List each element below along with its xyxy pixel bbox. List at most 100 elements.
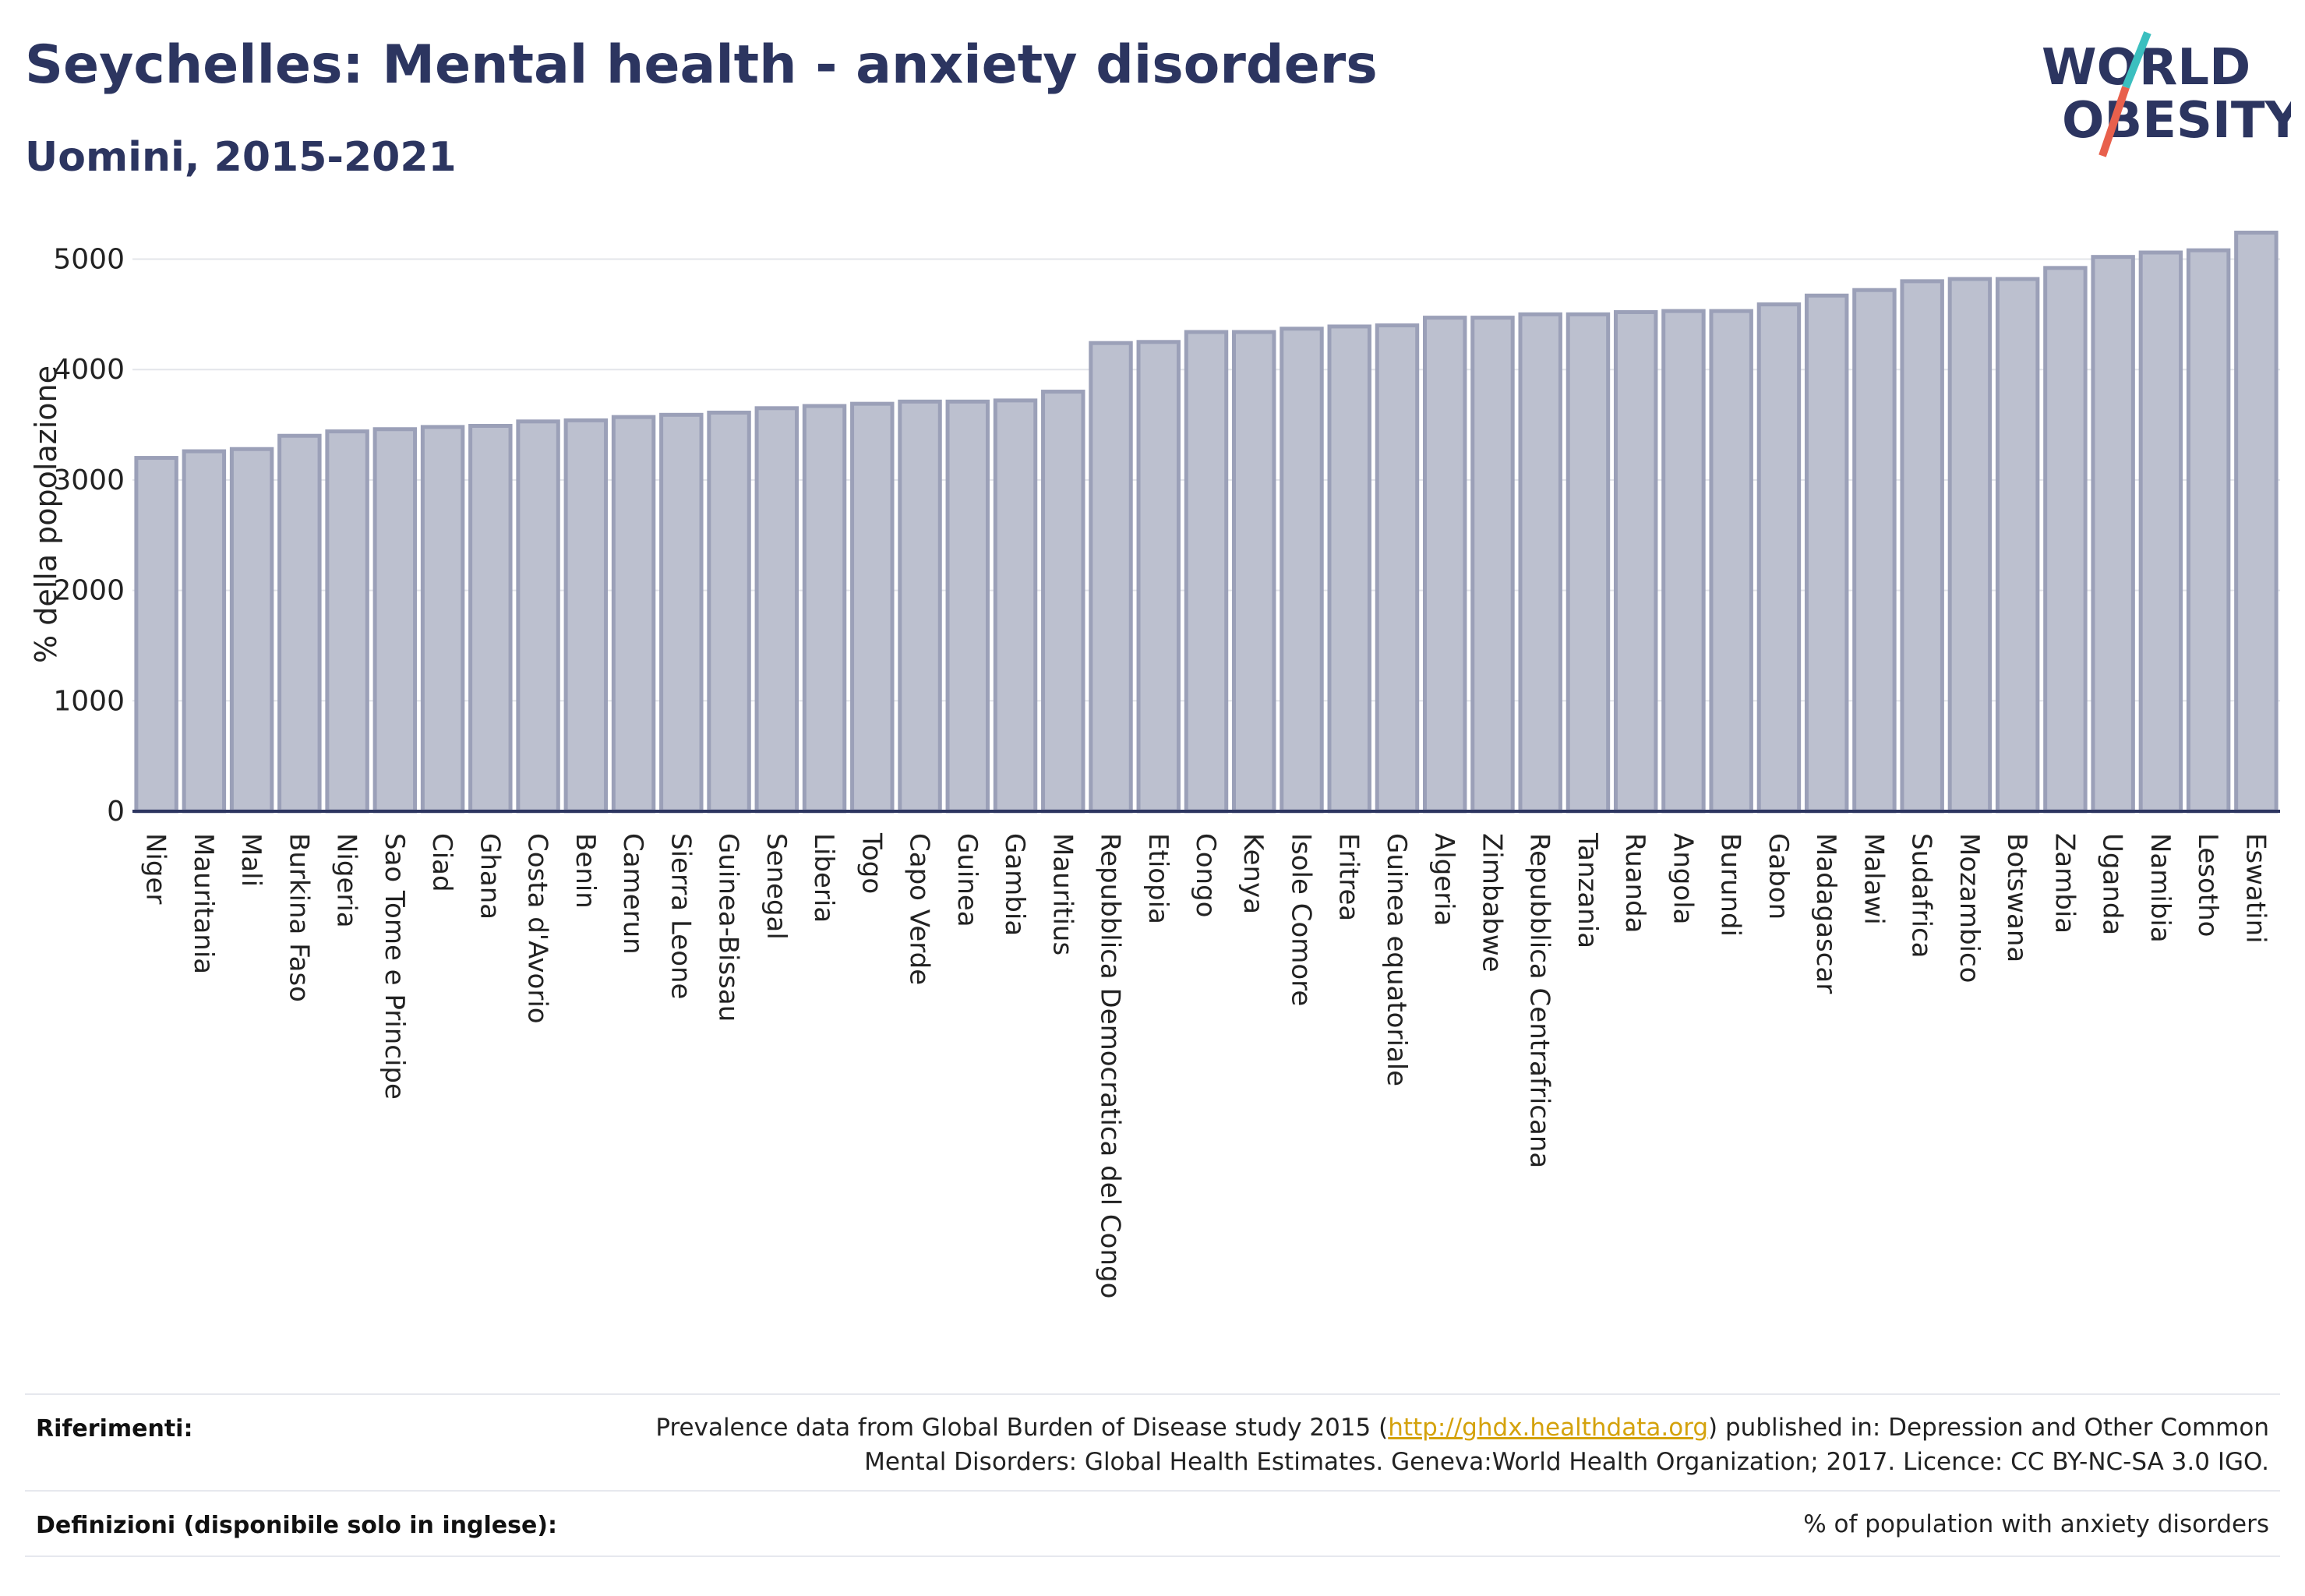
references-label: Riferimenti: <box>36 1415 193 1442</box>
x-tick-label: Camerun <box>617 833 648 955</box>
bar <box>1900 279 1944 814</box>
bar <box>2091 255 2135 814</box>
x-tick-label: Zimbabwe <box>1476 833 1507 973</box>
x-tick-label: Costa d'Avorio <box>522 833 553 1024</box>
y-tick-label: 2000 <box>53 575 125 607</box>
bar <box>945 399 990 814</box>
bar <box>516 419 560 814</box>
bar <box>1518 312 1562 814</box>
bar <box>468 423 513 814</box>
logo-slash-red <box>2099 86 2130 157</box>
x-tick-label: Zambia <box>2049 833 2080 934</box>
bar <box>1089 341 1133 814</box>
x-tick-label: Liberia <box>808 833 839 923</box>
bar <box>372 427 418 814</box>
x-tick-label: Ghana <box>474 833 505 920</box>
bar <box>1327 324 1371 814</box>
bar <box>898 399 942 814</box>
x-tick-label: Gabon <box>1763 833 1794 920</box>
bar <box>134 456 178 814</box>
y-tick-label: 4000 <box>53 354 125 386</box>
x-tick-label: Nigeria <box>331 833 362 928</box>
y-tick-label: 3000 <box>53 464 125 496</box>
x-tick-label: Ruanda <box>1619 833 1650 933</box>
x-tick-label: Sierra Leone <box>665 833 696 999</box>
x-tick-label: Etiopia <box>1142 833 1174 924</box>
bar <box>802 404 847 814</box>
bar-chart: 0 1000 2000 3000 4000 5000 Niger Mauritania Mal… <box>29 231 2280 1298</box>
x-tick-label: Togo <box>856 832 887 894</box>
bar <box>1852 288 1897 814</box>
logo-slash-teal <box>2122 31 2151 89</box>
logo-line2: OBESITY <box>2062 92 2291 150</box>
x-tick-label: Mauritania <box>188 833 219 974</box>
x-tick-label: Eswatini <box>2240 833 2271 944</box>
bar <box>229 447 274 814</box>
references-text-post: ) published in: Depression and Other Com… <box>1708 1414 2269 1442</box>
bar <box>1136 340 1181 814</box>
x-tick-label: Lesotho <box>2192 833 2223 937</box>
bar <box>1232 330 1276 814</box>
bar <box>659 412 704 814</box>
x-tick-label: Mali <box>235 833 267 887</box>
bar <box>993 398 1038 814</box>
x-tick-label: Guinea-Bissau <box>713 833 744 1022</box>
x-tick-label: Capo Verde <box>904 833 935 985</box>
y-tick-label: 5000 <box>53 244 125 276</box>
x-tick-label: Repubblica Centrafricana <box>1524 833 1555 1168</box>
footer-divider-top <box>25 1393 2280 1395</box>
bar <box>1422 316 1467 814</box>
bar <box>707 410 751 814</box>
y-tick-label: 0 <box>107 796 125 828</box>
bar <box>2138 250 2183 814</box>
x-tick-label: Guinea <box>951 833 983 927</box>
x-tick-label: Benin <box>570 833 601 909</box>
x-tick-label: Sudafrica <box>1906 833 1937 958</box>
x-tick-label: Niger <box>140 833 171 904</box>
bar <box>2043 266 2088 814</box>
bars <box>134 231 2279 814</box>
bar <box>2234 231 2279 814</box>
bar <box>2186 248 2231 814</box>
bar <box>611 415 656 814</box>
bar <box>754 406 800 814</box>
footer-divider-bottom <box>25 1555 2280 1557</box>
y-tick-label: 1000 <box>53 685 125 717</box>
x-tick-label: Isole Comore <box>1285 833 1316 1006</box>
references-link[interactable]: http://ghdx.healthdata.org <box>1388 1414 1709 1442</box>
references-text: Prevalence data from Global Burden of Di… <box>655 1411 2269 1479</box>
bar <box>1995 277 2040 814</box>
bar <box>1613 310 1658 814</box>
bar <box>563 418 609 814</box>
bar <box>277 433 322 814</box>
bar <box>182 449 227 814</box>
x-tick-label: Congo <box>1190 833 1221 917</box>
bar <box>1184 330 1229 814</box>
x-tick-label: Algeria <box>1428 833 1460 926</box>
x-tick-label: Repubblica Democratica del Congo <box>1095 833 1126 1298</box>
x-tick-label: Burundi <box>1715 833 1746 937</box>
x-tick-label: Angola <box>1667 833 1698 924</box>
x-tick-label: Tanzania <box>1572 832 1603 948</box>
bar <box>420 425 465 814</box>
bar <box>1565 312 1611 814</box>
definitions-text: % of population with anxiety disorders <box>1803 1510 2269 1538</box>
bar <box>1280 327 1324 814</box>
x-tick-label: Malawi <box>1858 833 1889 925</box>
bar <box>1947 277 1993 814</box>
bar <box>1041 390 1085 814</box>
x-tick-label: Guinea equatoriale <box>1381 833 1412 1086</box>
x-tick-label: Uganda <box>2097 833 2128 935</box>
bar <box>1375 323 1420 814</box>
y-axis-ticks: 0 1000 2000 3000 4000 5000 <box>53 244 125 828</box>
x-tick-label: Eritrea <box>1333 833 1364 921</box>
x-tick-label: Kenya <box>1237 833 1269 914</box>
bar <box>1470 316 1515 814</box>
x-tick-label: Gambia <box>999 833 1030 936</box>
definitions-label: Definizioni (disponibile solo in inglese… <box>36 1512 557 1539</box>
bar <box>1756 302 1802 814</box>
references-text-line2: Mental Disorders: Global Health Estimate… <box>864 1448 2269 1476</box>
footer-divider-middle <box>25 1490 2280 1492</box>
x-tick-label: Burkina Faso <box>283 833 314 1002</box>
bar <box>1804 293 1849 814</box>
